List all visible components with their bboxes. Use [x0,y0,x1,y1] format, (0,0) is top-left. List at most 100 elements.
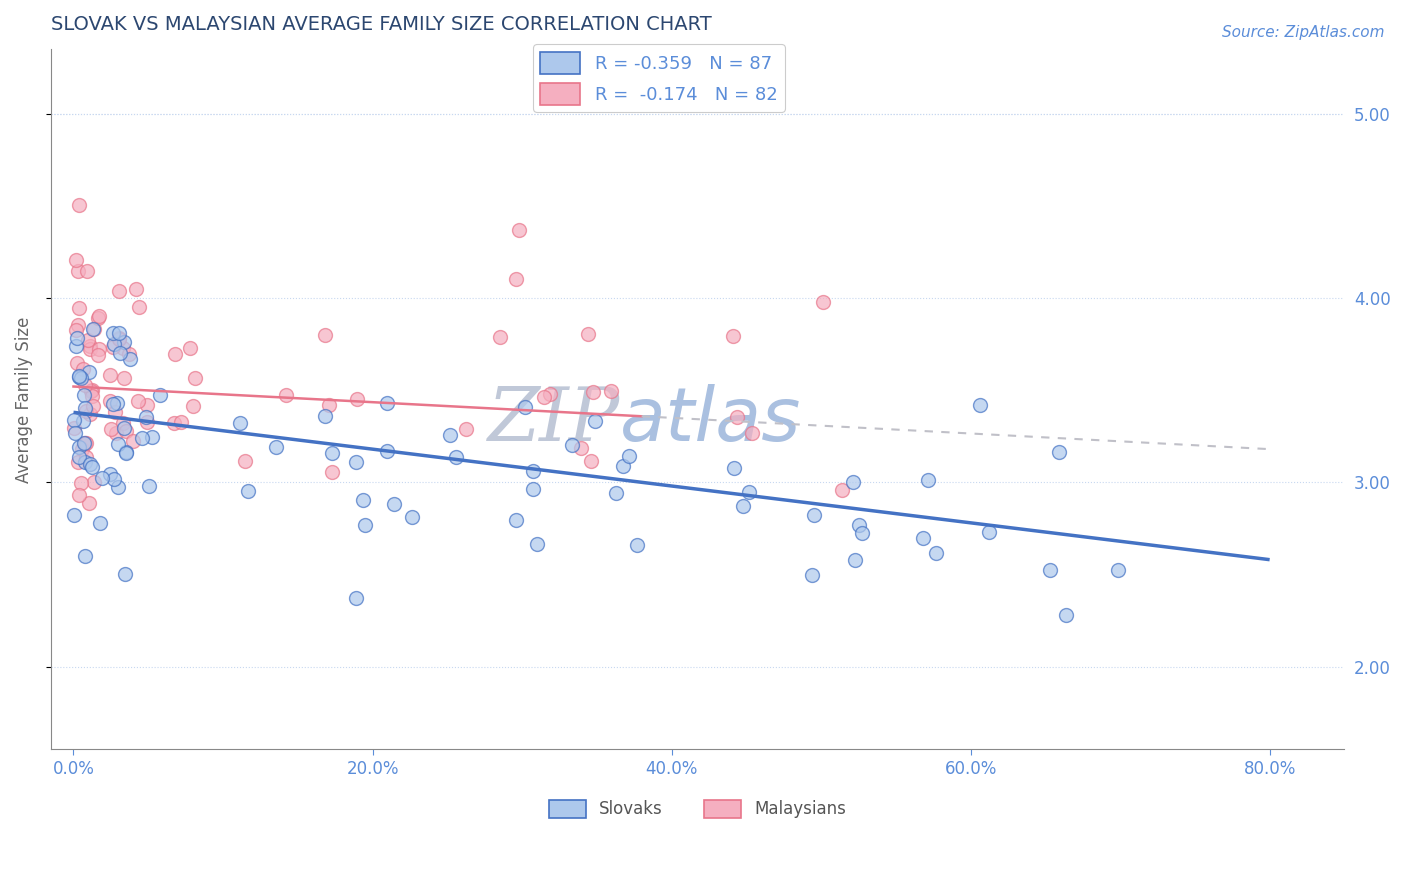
Point [125,282,148,296]
Point [98,467,121,481]
Point [72,362,94,376]
Point [576,326,599,341]
Point [83,322,105,336]
Point [98,368,121,382]
Text: Source: ZipAtlas.com: Source: ZipAtlas.com [1222,25,1385,40]
Point [135,409,157,424]
Point [108,332,131,346]
Point [314,328,336,343]
Point [103,472,125,486]
Point [346,392,368,406]
Point [66,331,89,345]
Point [67,488,90,502]
Point [101,340,124,354]
Point [851,526,873,541]
Point [803,508,825,522]
Point [66,263,89,277]
Point [925,546,948,560]
Point [118,346,141,360]
Point [801,567,824,582]
Point [100,422,122,436]
Point [444,450,467,464]
Point [63,508,86,522]
Point [969,399,991,413]
Point [104,405,127,419]
Point [583,414,606,428]
Point [561,438,583,452]
Point [274,388,297,402]
Point [65,253,87,268]
Point [108,331,131,345]
Point [75,436,97,450]
Point [149,388,172,402]
Point [79,457,101,471]
Point [101,397,124,411]
Point [505,272,527,286]
Point [169,415,191,429]
Point [107,326,129,341]
Point [75,549,97,564]
Point [731,499,754,513]
Point [738,484,761,499]
Point [617,449,640,463]
Point [87,343,110,357]
Point [582,384,605,399]
Point [522,464,544,478]
Point [65,323,87,337]
Point [79,407,101,421]
Point [79,342,101,356]
Point [131,431,153,445]
Point [67,370,90,384]
Point [73,455,96,469]
Point [741,425,763,440]
Point [321,446,343,460]
Point [89,516,111,530]
Point [488,329,510,343]
Point [83,475,105,489]
Point [101,326,124,340]
Point [233,454,256,468]
Point [321,465,343,479]
Point [66,318,89,333]
Point [238,484,260,499]
Point [79,365,101,379]
Point [86,348,108,362]
Point [128,300,150,314]
Point [112,416,135,430]
Point [127,394,149,409]
Point [228,417,250,431]
Point [63,421,86,435]
Point [75,450,97,465]
Point [67,198,90,212]
Point [377,444,399,458]
Point [401,510,423,524]
Point [141,430,163,444]
Point [526,537,548,551]
Point [77,334,100,348]
Point [69,450,91,465]
Point [82,399,104,413]
Point [162,416,184,430]
Point [66,355,89,369]
Point [80,389,103,403]
Point [67,454,90,468]
Point [122,434,145,449]
Point [318,398,340,412]
Point [1054,608,1077,623]
Point [75,401,97,416]
Point [91,471,114,485]
Point [508,223,530,237]
Text: atlas: atlas [620,384,801,457]
Point [79,496,101,510]
Point [569,441,592,455]
Point [75,403,97,417]
Point [111,341,134,355]
Point [79,339,101,353]
Point [73,378,96,392]
Point [184,371,207,385]
Point [80,460,103,475]
Text: SLOVAK VS MALAYSIAN AVERAGE FAMILY SIZE CORRELATION CHART: SLOVAK VS MALAYSIAN AVERAGE FAMILY SIZE … [51,15,711,34]
Point [107,480,129,494]
Point [62,413,84,427]
Point [76,264,98,278]
